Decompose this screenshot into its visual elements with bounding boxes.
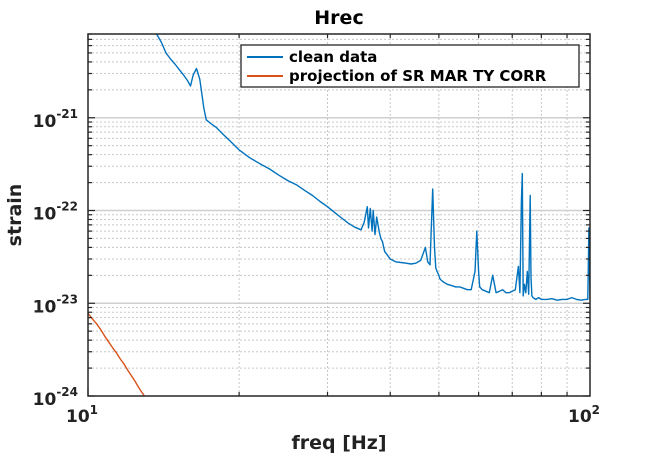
y-tick-label: 10-24 (33, 385, 78, 410)
y-tick-label: 10-23 (33, 292, 78, 317)
series-line-1 (155, 34, 590, 301)
legend-box (240, 44, 580, 88)
x-axis-label: freq [Hz] (291, 432, 386, 454)
ticks (87, 33, 590, 397)
x-tick-label: 102 (568, 403, 600, 427)
y-tick-label: 10-21 (33, 107, 78, 132)
y-tick-label: 10-22 (33, 200, 78, 225)
grid (88, 34, 590, 396)
series-layer (88, 34, 590, 396)
chart-title: Hrec (314, 7, 363, 29)
legend-label: clean data (289, 48, 377, 66)
legend-label: projection of SR MAR TY CORR (289, 67, 547, 85)
x-tick-label: 101 (66, 403, 98, 427)
tick-labels: 101 102 10-24 10-23 10-22 10-21 (33, 107, 600, 427)
series-line-2 (88, 312, 145, 396)
y-axis-label: strain (4, 184, 26, 247)
